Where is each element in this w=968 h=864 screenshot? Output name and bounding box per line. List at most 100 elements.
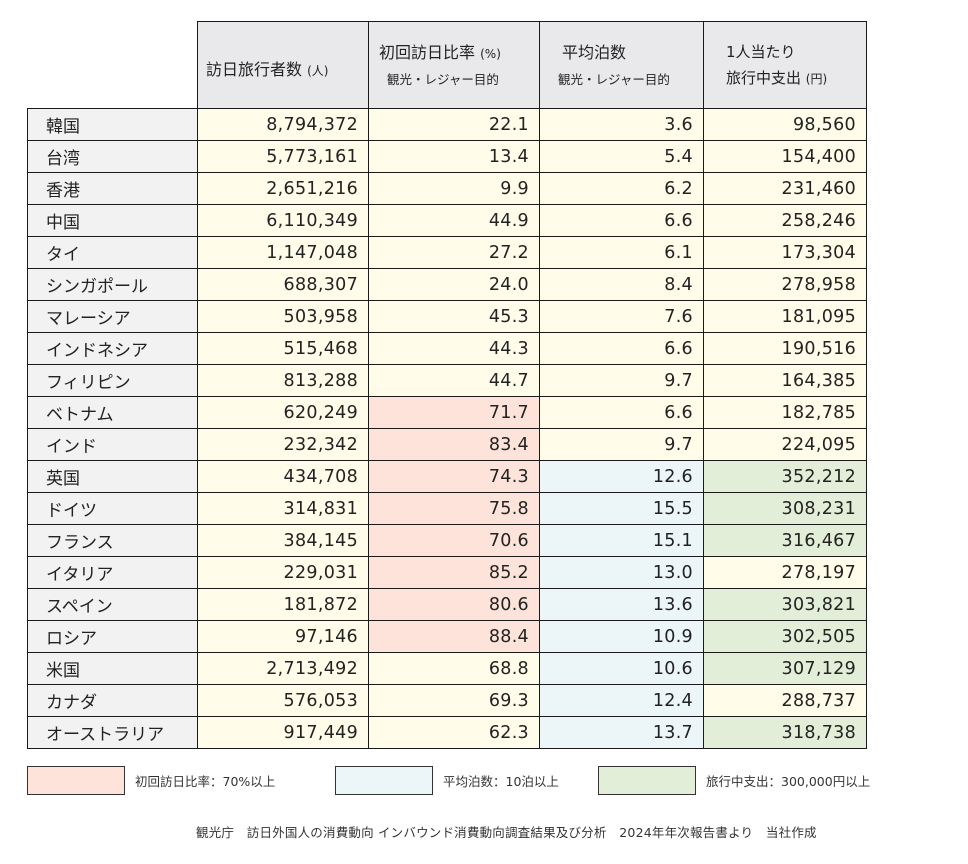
country-cell: スペイン [27, 588, 198, 621]
spend-cell: 98,560 [703, 108, 867, 141]
nights-cell: 6.6 [539, 332, 704, 365]
table-row: インドネシア 515,468 44.3 6.6 190,516 [27, 332, 867, 365]
country-cell: インド [27, 428, 198, 461]
visitors-cell: 1,147,048 [197, 236, 369, 269]
nights-cell: 9.7 [539, 428, 704, 461]
visitors-cell: 384,145 [197, 524, 369, 557]
header-first-visit-unit: (%) [480, 46, 501, 61]
table-row: 米国 2,713,492 68.8 10.6 307,129 [27, 652, 867, 685]
table-row: ベトナム 620,249 71.7 6.6 182,785 [27, 396, 867, 429]
table-row: マレーシア 503,958 45.3 7.6 181,095 [27, 300, 867, 333]
first-visit-cell: 22.1 [368, 108, 540, 141]
spend-cell: 303,821 [703, 588, 867, 621]
nights-cell: 13.7 [539, 716, 704, 749]
first-visit-cell: 74.3 [368, 460, 540, 493]
visitors-cell: 917,449 [197, 716, 369, 749]
header-spend-line1: 1人当たり [726, 42, 796, 61]
legend-item-spend: 旅行中支出：300,000円以上 [598, 766, 870, 795]
table-row: 英国 434,708 74.3 12.6 352,212 [27, 460, 867, 493]
nights-cell: 12.6 [539, 460, 704, 493]
legend-item-nights: 平均泊数：10泊以上 [335, 766, 559, 795]
spend-cell: 288,737 [703, 684, 867, 717]
first-visit-cell: 13.4 [368, 140, 540, 173]
spend-cell: 258,246 [703, 204, 867, 237]
nights-cell: 6.2 [539, 172, 704, 205]
first-visit-cell: 75.8 [368, 492, 540, 525]
table-row: スペイン 181,872 80.6 13.6 303,821 [27, 588, 867, 621]
country-cell: ロシア [27, 620, 198, 653]
legend-label-spend: 旅行中支出：300,000円以上 [706, 774, 871, 789]
table-row: シンガポール 688,307 24.0 8.4 278,958 [27, 268, 867, 301]
country-cell: タイ [27, 236, 198, 269]
nights-cell: 3.6 [539, 108, 704, 141]
header-first-visit-label: 初回訪日比率 [379, 42, 476, 62]
visitors-cell: 515,468 [197, 332, 369, 365]
first-visit-cell: 62.3 [368, 716, 540, 749]
header-spend-unit: (円) [805, 71, 828, 86]
visitors-cell: 813,288 [197, 364, 369, 397]
nights-cell: 6.1 [539, 236, 704, 269]
nights-cell: 13.0 [539, 556, 704, 589]
nights-cell: 6.6 [539, 396, 704, 429]
country-cell: シンガポール [27, 268, 198, 301]
first-visit-cell: 44.9 [368, 204, 540, 237]
spend-cell: 316,467 [703, 524, 867, 557]
visitors-cell: 181,872 [197, 588, 369, 621]
header-row: 訪日旅行者数 (人) 初回訪日比率 (%) 観光・レジャー目的 平均泊数 観光・… [27, 21, 867, 109]
nights-cell: 10.9 [539, 620, 704, 653]
legend-label-first-visit: 初回訪日比率：70%以上 [135, 774, 276, 789]
visitors-cell: 229,031 [197, 556, 369, 589]
spend-cell: 231,460 [703, 172, 867, 205]
table-row: 韓国 8,794,372 22.1 3.6 98,560 [27, 108, 867, 141]
country-cell: 英国 [27, 460, 198, 493]
first-visit-cell: 83.4 [368, 428, 540, 461]
header-nights: 平均泊数 観光・レジャー目的 [539, 21, 704, 109]
table-row: フランス 384,145 70.6 15.1 316,467 [27, 524, 867, 557]
spend-cell: 308,231 [703, 492, 867, 525]
visitors-cell: 5,773,161 [197, 140, 369, 173]
country-cell: 中国 [27, 204, 198, 237]
country-cell: フランス [27, 524, 198, 557]
first-visit-cell: 69.3 [368, 684, 540, 717]
country-cell: 台湾 [27, 140, 198, 173]
country-cell: ベトナム [27, 396, 198, 429]
spend-cell: 164,385 [703, 364, 867, 397]
first-visit-cell: 71.7 [368, 396, 540, 429]
visitors-cell: 314,831 [197, 492, 369, 525]
first-visit-cell: 68.8 [368, 652, 540, 685]
header-visitors-unit: (人) [307, 64, 329, 78]
visitors-cell: 6,110,349 [197, 204, 369, 237]
spend-cell: 307,129 [703, 652, 867, 685]
spend-cell: 302,505 [703, 620, 867, 653]
table-row: ロシア 97,146 88.4 10.9 302,505 [27, 620, 867, 653]
table-row: タイ 1,147,048 27.2 6.1 173,304 [27, 236, 867, 269]
header-visitors: 訪日旅行者数 (人) [197, 21, 369, 109]
nights-cell: 12.4 [539, 684, 704, 717]
legend-swatch-nights [335, 766, 433, 795]
spend-cell: 318,738 [703, 716, 867, 749]
inbound-tourism-table: 訪日旅行者数 (人) 初回訪日比率 (%) 観光・レジャー目的 平均泊数 観光・… [27, 21, 867, 749]
nights-cell: 13.6 [539, 588, 704, 621]
spend-cell: 181,095 [703, 300, 867, 333]
header-first-visit-sub: 観光・レジャー目的 [387, 71, 499, 87]
spend-cell: 278,197 [703, 556, 867, 589]
table-row: 台湾 5,773,161 13.4 5.4 154,400 [27, 140, 867, 173]
table-row: 香港 2,651,216 9.9 6.2 231,460 [27, 172, 867, 205]
table-row: ドイツ 314,831 75.8 15.5 308,231 [27, 492, 867, 525]
visitors-cell: 434,708 [197, 460, 369, 493]
header-visitors-label: 訪日旅行者数 [206, 60, 303, 79]
country-cell: ドイツ [27, 492, 198, 525]
country-cell: マレーシア [27, 300, 198, 333]
visitors-cell: 2,651,216 [197, 172, 369, 205]
table-body: 韓国 8,794,372 22.1 3.6 98,560 台湾 5,773,161 13.4 5… [27, 108, 867, 749]
header-spend: 1人当たり 旅行中支出 (円) [703, 21, 867, 109]
table-row: インド 232,342 83.4 9.7 224,095 [27, 428, 867, 461]
visitors-cell: 620,249 [197, 396, 369, 429]
spend-cell: 224,095 [703, 428, 867, 461]
first-visit-cell: 85.2 [368, 556, 540, 589]
header-nights-sub: 観光・レジャー目的 [558, 71, 670, 87]
nights-cell: 10.6 [539, 652, 704, 685]
nights-cell: 5.4 [539, 140, 704, 173]
country-cell: 韓国 [27, 108, 198, 141]
table-row: オーストラリア 917,449 62.3 13.7 318,738 [27, 716, 867, 749]
